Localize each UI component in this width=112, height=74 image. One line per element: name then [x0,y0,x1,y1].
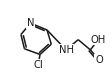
Text: NH: NH [59,45,74,55]
Text: N: N [27,18,34,28]
Text: OH: OH [91,35,106,45]
Text: O: O [95,55,103,65]
Text: Cl: Cl [33,60,43,70]
